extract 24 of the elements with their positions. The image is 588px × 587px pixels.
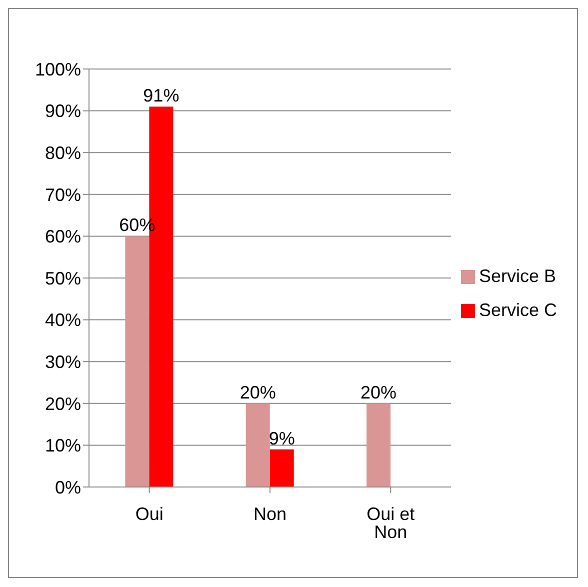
y-tick-label: 40% — [44, 310, 81, 330]
y-tick-label: 60% — [44, 226, 81, 247]
y-tick-label: 0% — [54, 477, 81, 498]
data-label: 20% — [360, 382, 397, 402]
y-tick-label: 70% — [44, 184, 81, 205]
bar — [246, 403, 270, 487]
y-tick-label: 20% — [44, 394, 81, 414]
bar — [366, 403, 391, 487]
y-tick-label: 30% — [44, 352, 81, 372]
y-tick-label: 80% — [44, 142, 81, 163]
data-label: 20% — [240, 382, 276, 402]
bar — [270, 449, 294, 487]
legend-label: Service B — [478, 266, 556, 286]
y-tick-label: 50% — [44, 268, 81, 288]
x-tick-label: Oui — [135, 504, 164, 524]
data-label: 9% — [268, 428, 295, 448]
data-label: 91% — [143, 86, 180, 106]
y-tick-label: 100% — [34, 59, 81, 80]
x-tick-label: Non — [253, 504, 286, 524]
x-tick-label: Oui et Non — [366, 504, 415, 542]
bar — [125, 236, 150, 487]
y-tick-label: 90% — [44, 101, 81, 122]
legend-label: Service C — [478, 300, 557, 320]
y-tick-label: 10% — [44, 436, 81, 456]
